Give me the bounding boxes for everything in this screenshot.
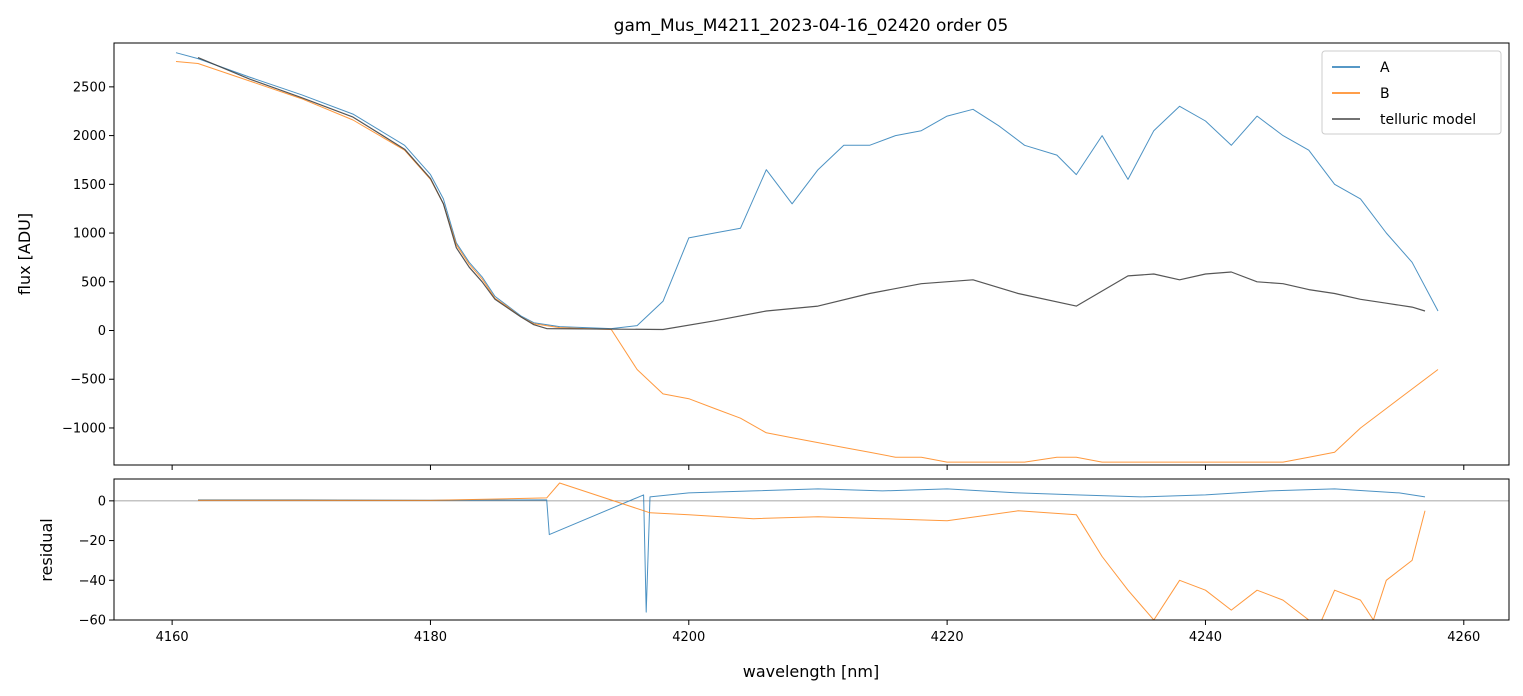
legend-label-a: A xyxy=(1380,60,1390,76)
main-ytick-label: 1000 xyxy=(73,227,106,242)
residual-axes-frame xyxy=(113,478,1510,621)
res-ytick-label: −40 xyxy=(79,574,106,589)
res-ytick-label: −20 xyxy=(79,534,106,549)
legend: A B telluric model xyxy=(1321,50,1502,135)
main-series-telluric-model xyxy=(197,57,1426,331)
main-ytick-label: 2000 xyxy=(73,129,106,144)
main-axes-frame xyxy=(113,42,1510,466)
main-y-axis-label: flux [ADU] xyxy=(15,213,34,295)
residual-y-axis-label: residual xyxy=(37,518,56,581)
main-ytick-label: 0 xyxy=(98,324,106,339)
res-xtick-label: 4220 xyxy=(931,630,964,645)
legend-label-b: B xyxy=(1380,86,1390,102)
res-xtick-label: 4260 xyxy=(1447,630,1480,645)
res-xtick-label: 4200 xyxy=(672,630,705,645)
chart-title: gam_Mus_M4211_2023-04-16_02420 order 05 xyxy=(614,16,1009,36)
main-panel: −1000 −500 0 500 1000 1500 2000 2500 flux [ADU]… xyxy=(15,42,1510,470)
res-series-b xyxy=(198,482,1426,620)
x-axis-label: wavelength [nm] xyxy=(743,662,880,681)
legend-frame xyxy=(1321,50,1502,135)
main-ytick-label: −500 xyxy=(70,373,106,388)
main-ytick-label: 1500 xyxy=(73,178,106,193)
res-series-a xyxy=(198,488,1426,613)
main-series-b xyxy=(175,61,1439,463)
main-series-a xyxy=(175,52,1439,330)
res-xtick-label: 4240 xyxy=(1189,630,1222,645)
res-ytick-label: 0 xyxy=(98,494,106,509)
main-ytick-label: −1000 xyxy=(62,421,106,436)
residual-panel: −60 −40 −20 0 4160 4180 4200 4220 4240 4260 resi… xyxy=(37,478,1510,681)
res-xtick-label: 4160 xyxy=(156,630,189,645)
res-ytick-label: −60 xyxy=(79,614,106,629)
main-ytick-label: 500 xyxy=(81,275,106,290)
main-ytick-label: 2500 xyxy=(73,80,106,95)
res-xtick-label: 4180 xyxy=(414,630,447,645)
legend-label-telluric: telluric model xyxy=(1380,112,1476,128)
